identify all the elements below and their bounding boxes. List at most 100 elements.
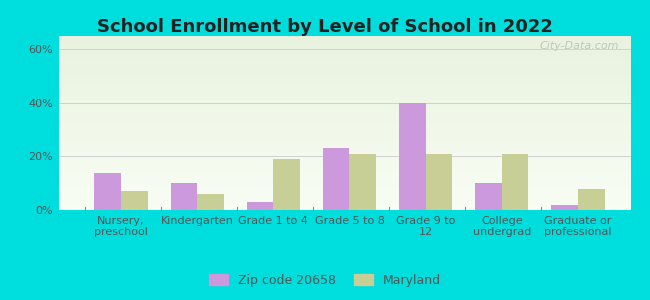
Bar (58, 79, 630, 80)
Bar (58, 171, 630, 172)
Bar (58, 49, 630, 50)
Bar (58, 68, 630, 69)
Bar (58, 150, 630, 151)
Bar (246, 202, 273, 210)
Bar (58, 180, 630, 181)
Bar (58, 43, 630, 44)
Bar (58, 109, 630, 110)
Bar (58, 177, 630, 178)
Bar (58, 110, 630, 111)
Bar (58, 85, 630, 86)
Bar (58, 54, 630, 55)
Bar (58, 159, 630, 160)
Bar (58, 129, 630, 130)
Bar (58, 48, 630, 49)
Bar (58, 149, 630, 150)
Bar (58, 197, 630, 198)
Bar (58, 183, 630, 184)
Bar (58, 45, 630, 46)
Bar (58, 201, 630, 202)
Bar (58, 113, 630, 114)
Bar (58, 38, 630, 39)
Bar (58, 136, 630, 137)
Bar (58, 85, 630, 86)
Bar (58, 112, 630, 113)
Bar (58, 82, 630, 83)
Bar (58, 83, 630, 84)
Bar (58, 137, 630, 138)
Bar (58, 147, 630, 148)
Bar (58, 204, 630, 205)
Bar (58, 119, 630, 120)
Bar (58, 123, 630, 124)
Bar (58, 58, 630, 59)
Bar (58, 138, 630, 139)
Bar (58, 128, 630, 129)
Bar (58, 91, 630, 92)
Bar (58, 90, 630, 91)
Bar (58, 47, 630, 48)
Bar (58, 101, 630, 102)
Bar (58, 74, 630, 75)
Bar (58, 111, 630, 112)
Bar (273, 159, 300, 210)
Bar (58, 148, 630, 149)
Bar (58, 36, 630, 37)
Bar (58, 52, 630, 53)
Bar (58, 118, 630, 119)
Bar (58, 56, 630, 57)
Bar (58, 158, 630, 159)
Bar (58, 190, 630, 191)
Bar (58, 100, 630, 101)
Bar (58, 193, 630, 194)
Bar (58, 102, 630, 103)
Bar (58, 186, 630, 187)
Bar (58, 144, 630, 145)
Bar (58, 120, 630, 121)
Bar (58, 76, 630, 77)
Bar (58, 178, 630, 179)
Bar (58, 182, 630, 183)
Bar (58, 196, 630, 197)
Bar (58, 162, 630, 163)
Bar (58, 77, 630, 78)
Bar (58, 127, 630, 128)
Bar (58, 181, 630, 182)
Bar (58, 140, 630, 141)
Bar (58, 78, 630, 79)
Bar (58, 124, 630, 125)
Bar (58, 61, 630, 62)
Bar (58, 41, 630, 42)
Bar (58, 106, 630, 107)
Bar (58, 146, 630, 147)
Bar (197, 194, 224, 210)
Bar (58, 51, 630, 52)
Bar (58, 130, 630, 131)
Bar (58, 206, 630, 207)
Bar (58, 145, 630, 146)
Bar (58, 168, 630, 169)
Bar (58, 122, 630, 123)
Bar (58, 175, 630, 176)
Bar (94, 172, 121, 210)
Bar (58, 125, 630, 126)
Bar (58, 63, 630, 64)
Bar (58, 64, 630, 65)
Bar (58, 99, 630, 100)
Bar (551, 205, 578, 210)
Bar (58, 69, 630, 70)
Bar (58, 199, 630, 200)
Bar (58, 172, 630, 173)
Bar (58, 131, 630, 132)
Bar (58, 89, 630, 90)
Bar (58, 163, 630, 164)
Bar (58, 143, 630, 144)
Bar (58, 135, 630, 136)
Bar (58, 73, 630, 74)
Bar (58, 173, 630, 174)
Bar (58, 42, 630, 43)
Bar (58, 81, 630, 82)
Bar (58, 192, 630, 193)
Bar (58, 185, 630, 186)
Bar (58, 188, 630, 189)
